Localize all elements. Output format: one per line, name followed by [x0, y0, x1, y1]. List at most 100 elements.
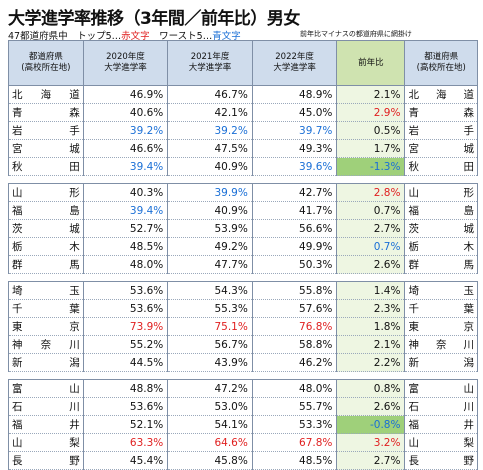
rate-cell: 39.6% — [251, 157, 338, 176]
rate-cell: 39.2% — [167, 121, 253, 140]
rate-cell: 39.9% — [167, 183, 253, 202]
table-row: 石川 53.6% 53.0% 55.7% 2.6% 石川 — [8, 397, 478, 416]
header-2022: 2022年度 大学進学率 — [251, 40, 338, 86]
pref-name: 新潟 — [408, 357, 474, 369]
table-row: 富山 48.8% 47.2% 48.0% 0.8% 富山 — [8, 379, 478, 398]
rate-cell: 46.7% — [167, 85, 253, 104]
rate-cell: 49.9% — [251, 237, 338, 256]
pref-name: 埼玉 — [12, 285, 80, 297]
table-row: 岩手 39.2% 39.2% 39.7% 0.5% 岩手 — [8, 121, 478, 140]
pref-cell: 宮城 — [8, 139, 84, 158]
pref-name: 北海道 — [12, 89, 80, 101]
rate-cell: 49.3% — [251, 139, 338, 158]
table-body: 北海道 46.9% 46.7% 48.9% 2.1% 北海道青森 40.6% 42.1% 45.… — [8, 85, 478, 470]
rate-cell: 39.4% — [82, 157, 169, 176]
pref-name: 千葉 — [12, 303, 80, 315]
pref-cell: 福井 — [8, 415, 84, 434]
pref-name: 山梨 — [12, 437, 80, 449]
pref-cell: 千葉 — [8, 299, 84, 318]
pref-name: 山梨 — [408, 437, 474, 449]
pref-cell-right: 山梨 — [404, 433, 478, 452]
group-gap — [8, 175, 478, 184]
pref-cell-right: 北海道 — [404, 85, 478, 104]
table-row: 群馬 48.0% 47.7% 50.3% 2.6% 群馬 — [8, 255, 478, 274]
pref-name: 青森 — [408, 107, 474, 119]
table-row: 秋田 39.4% 40.9% 39.6% -1.3% 秋田 — [8, 157, 478, 176]
diff-cell: 1.7% — [336, 139, 406, 158]
diff-cell: 0.5% — [336, 121, 406, 140]
header-diff: 前年比 — [336, 40, 406, 86]
pref-name: 石川 — [12, 401, 80, 413]
pref-cell: 山形 — [8, 183, 84, 202]
rate-cell: 52.7% — [82, 219, 169, 238]
table-row: 新潟 44.5% 43.9% 46.2% 2.2% 新潟 — [8, 353, 478, 372]
pref-cell: 栃木 — [8, 237, 84, 256]
pref-cell: 長野 — [8, 451, 84, 470]
pref-cell-right: 岩手 — [404, 121, 478, 140]
diff-cell: 2.1% — [336, 335, 406, 354]
pref-cell-right: 東京 — [404, 317, 478, 336]
rate-cell: 53.6% — [82, 299, 169, 318]
table-row: 北海道 46.9% 46.7% 48.9% 2.1% 北海道 — [8, 85, 478, 104]
rate-cell: 46.2% — [251, 353, 338, 372]
shading-note: 前年比マイナスの都道府県に網掛け — [300, 30, 412, 38]
legend-red-word: 赤文字 — [121, 31, 150, 42]
pref-name: 石川 — [408, 401, 474, 413]
pref-name: 福島 — [408, 205, 474, 217]
pref-cell: 新潟 — [8, 353, 84, 372]
rate-cell: 45.4% — [82, 451, 169, 470]
group-gap — [8, 273, 478, 282]
pref-cell: 茨城 — [8, 219, 84, 238]
pref-name: 茨城 — [12, 223, 80, 235]
rate-cell: 40.3% — [82, 183, 169, 202]
pref-name: 茨城 — [408, 223, 474, 235]
rate-cell: 46.6% — [82, 139, 169, 158]
rate-cell: 55.8% — [251, 281, 338, 300]
diff-cell: 2.9% — [336, 103, 406, 122]
table-row: 栃木 48.5% 49.2% 49.9% 0.7% 栃木 — [8, 237, 478, 256]
rate-cell: 52.1% — [82, 415, 169, 434]
rate-cell: 45.0% — [251, 103, 338, 122]
pref-cell-right: 福井 — [404, 415, 478, 434]
pref-name: 千葉 — [408, 303, 474, 315]
rate-cell: 39.2% — [82, 121, 169, 140]
rate-cell: 48.5% — [82, 237, 169, 256]
diff-cell: 2.6% — [336, 397, 406, 416]
pref-cell-right: 茨城 — [404, 219, 478, 238]
diff-cell: 2.3% — [336, 299, 406, 318]
rate-cell: 47.7% — [167, 255, 253, 274]
rate-cell: 53.6% — [82, 397, 169, 416]
diff-cell: 2.2% — [336, 353, 406, 372]
pref-name: 栃木 — [12, 241, 80, 253]
diff-cell: 1.4% — [336, 281, 406, 300]
pref-name: 山形 — [12, 187, 80, 199]
table-row: 福島 39.4% 40.9% 41.7% 0.7% 福島 — [8, 201, 478, 220]
table-row: 長野 45.4% 45.8% 48.5% 2.7% 長野 — [8, 451, 478, 470]
rate-cell: 45.8% — [167, 451, 253, 470]
pref-cell-right: 栃木 — [404, 237, 478, 256]
pref-cell: 石川 — [8, 397, 84, 416]
pref-cell: 埼玉 — [8, 281, 84, 300]
rate-cell: 39.4% — [82, 201, 169, 220]
rate-cell: 67.8% — [251, 433, 338, 452]
header-pref-right: 都道府県 (高校所在地) — [404, 40, 478, 86]
pref-name: 東京 — [408, 321, 474, 333]
diff-cell: 3.2% — [336, 433, 406, 452]
legend-top5-text: 47都道府県中 トップ5… — [8, 31, 122, 42]
rate-cell: 50.3% — [251, 255, 338, 274]
group-gap-cell — [8, 175, 478, 184]
pref-name: 福井 — [12, 419, 80, 431]
rate-cell: 75.1% — [167, 317, 253, 336]
pref-name: 新潟 — [12, 357, 80, 369]
pref-cell-right: 秋田 — [404, 157, 478, 176]
pref-cell: 神奈川 — [8, 335, 84, 354]
diff-cell: 2.7% — [336, 451, 406, 470]
pref-name: 埼玉 — [408, 285, 474, 297]
diff-cell: -1.3% — [336, 157, 406, 176]
rate-cell: 47.2% — [167, 379, 253, 398]
rate-cell: 43.9% — [167, 353, 253, 372]
pref-cell: 山梨 — [8, 433, 84, 452]
pref-cell-right: 富山 — [404, 379, 478, 398]
pref-cell-right: 青森 — [404, 103, 478, 122]
rate-cell: 56.7% — [167, 335, 253, 354]
